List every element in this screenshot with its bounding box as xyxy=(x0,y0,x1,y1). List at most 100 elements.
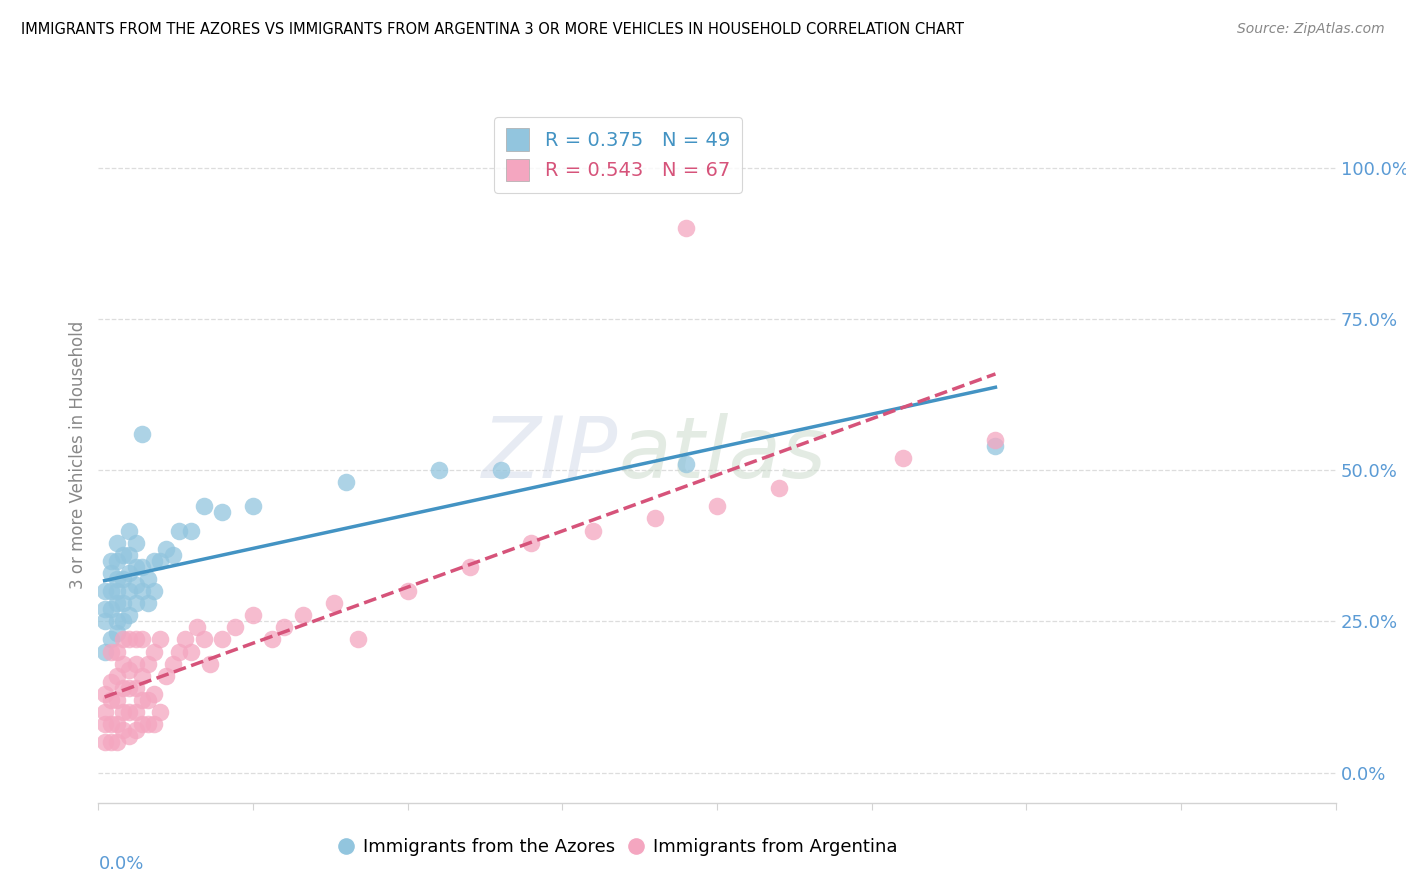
Point xyxy=(149,554,172,568)
Point xyxy=(706,500,728,514)
Point xyxy=(112,681,135,695)
Text: IMMIGRANTS FROM THE AZORES VS IMMIGRANTS FROM ARGENTINA 3 OR MORE VEHICLES IN HO: IMMIGRANTS FROM THE AZORES VS IMMIGRANTS… xyxy=(21,22,965,37)
Point xyxy=(105,717,128,731)
Point xyxy=(224,620,246,634)
Point xyxy=(118,729,141,743)
Point xyxy=(155,669,177,683)
Point xyxy=(118,566,141,580)
Point xyxy=(93,717,115,731)
Point xyxy=(124,596,146,610)
Point xyxy=(118,632,141,647)
Point xyxy=(149,632,172,647)
Point xyxy=(131,717,153,731)
Point xyxy=(112,548,135,562)
Text: atlas: atlas xyxy=(619,413,827,497)
Point xyxy=(112,723,135,738)
Point xyxy=(118,584,141,599)
Point xyxy=(143,717,166,731)
Point xyxy=(143,687,166,701)
Point xyxy=(105,554,128,568)
Point xyxy=(118,608,141,623)
Point xyxy=(105,596,128,610)
Point xyxy=(112,572,135,586)
Point xyxy=(118,705,141,719)
Point xyxy=(124,705,146,719)
Point xyxy=(100,717,122,731)
Point xyxy=(118,663,141,677)
Point xyxy=(167,524,190,538)
Point xyxy=(155,541,177,556)
Point xyxy=(291,608,314,623)
Point xyxy=(124,723,146,738)
Point xyxy=(100,554,122,568)
Point xyxy=(112,705,135,719)
Point xyxy=(162,657,184,671)
Point xyxy=(100,735,122,749)
Point xyxy=(489,463,512,477)
Point xyxy=(260,632,283,647)
Point xyxy=(427,463,450,477)
Point xyxy=(131,632,153,647)
Point xyxy=(162,548,184,562)
Point xyxy=(186,620,208,634)
Point xyxy=(100,632,122,647)
Point xyxy=(984,433,1007,447)
Point xyxy=(112,632,135,647)
Point xyxy=(211,632,233,647)
Legend: Immigrants from the Azores, Immigrants from Argentina: Immigrants from the Azores, Immigrants f… xyxy=(332,831,904,863)
Point xyxy=(105,669,128,683)
Point xyxy=(124,681,146,695)
Point xyxy=(100,644,122,658)
Point xyxy=(242,500,264,514)
Point xyxy=(93,644,115,658)
Point xyxy=(891,450,914,465)
Point xyxy=(136,596,159,610)
Point xyxy=(105,572,128,586)
Point xyxy=(675,221,697,235)
Point xyxy=(93,584,115,599)
Point xyxy=(100,602,122,616)
Point xyxy=(100,693,122,707)
Point xyxy=(105,693,128,707)
Point xyxy=(149,705,172,719)
Point xyxy=(136,717,159,731)
Point xyxy=(105,626,128,640)
Point xyxy=(167,644,190,658)
Point xyxy=(143,644,166,658)
Point xyxy=(180,524,202,538)
Point xyxy=(131,584,153,599)
Point xyxy=(93,602,115,616)
Point xyxy=(675,457,697,471)
Point xyxy=(93,735,115,749)
Point xyxy=(105,584,128,599)
Point xyxy=(174,632,197,647)
Point xyxy=(136,693,159,707)
Text: ZIP: ZIP xyxy=(482,413,619,497)
Point xyxy=(105,615,128,629)
Point xyxy=(322,596,344,610)
Point xyxy=(582,524,605,538)
Point xyxy=(193,500,215,514)
Point xyxy=(93,705,115,719)
Point xyxy=(768,481,790,495)
Point xyxy=(131,426,153,441)
Point xyxy=(118,524,141,538)
Point xyxy=(93,687,115,701)
Point xyxy=(100,566,122,580)
Point xyxy=(112,657,135,671)
Point xyxy=(131,559,153,574)
Point xyxy=(124,632,146,647)
Point xyxy=(180,644,202,658)
Point xyxy=(644,511,666,525)
Point xyxy=(131,669,153,683)
Point xyxy=(124,578,146,592)
Point xyxy=(112,596,135,610)
Point xyxy=(136,657,159,671)
Point xyxy=(347,632,370,647)
Point xyxy=(124,535,146,549)
Point xyxy=(520,535,543,549)
Point xyxy=(131,693,153,707)
Point xyxy=(242,608,264,623)
Point xyxy=(984,439,1007,453)
Point xyxy=(136,572,159,586)
